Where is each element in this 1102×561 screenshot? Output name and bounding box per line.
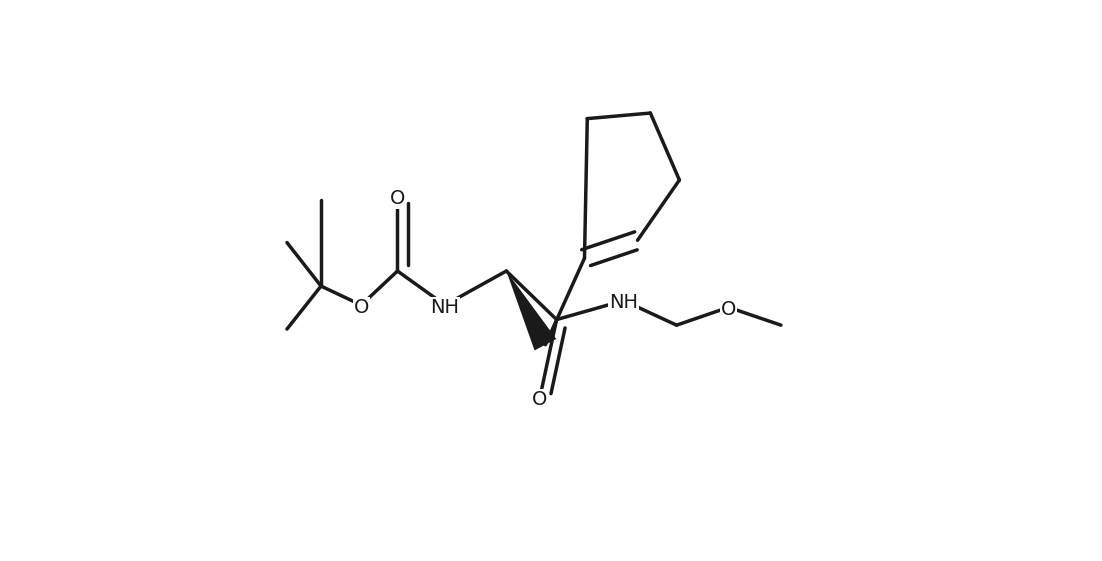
Text: O: O	[532, 390, 548, 409]
Polygon shape	[506, 271, 557, 351]
Text: O: O	[354, 297, 369, 316]
Text: NH: NH	[609, 293, 638, 312]
Text: NH: NH	[431, 297, 460, 316]
Text: O: O	[721, 300, 736, 319]
Text: O: O	[390, 189, 406, 208]
